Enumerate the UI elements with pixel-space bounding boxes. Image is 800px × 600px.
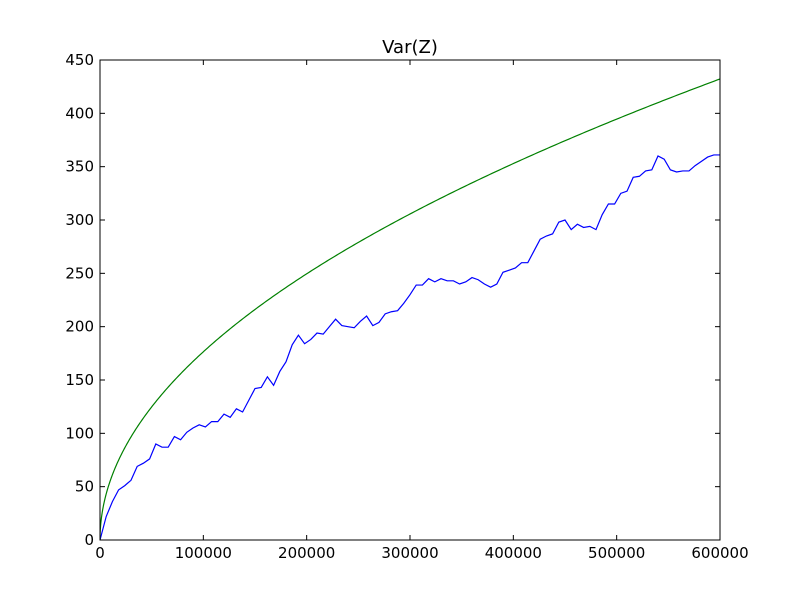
x-tick-label: 500000 xyxy=(588,544,645,562)
x-tick-label: 300000 xyxy=(381,544,438,562)
x-tick-label: 100000 xyxy=(175,544,232,562)
y-tick-label: 350 xyxy=(65,158,94,176)
y-tick-label: 250 xyxy=(65,264,94,282)
y-tick-label: 300 xyxy=(65,211,94,229)
y-tick-label: 200 xyxy=(65,318,94,336)
y-tick-label: 150 xyxy=(65,371,94,389)
x-tick-label: 0 xyxy=(95,544,105,562)
series-line-green xyxy=(100,78,720,540)
x-tick-label: 400000 xyxy=(485,544,542,562)
series-line-blue xyxy=(100,154,720,540)
chart-title: Var(Z) xyxy=(382,37,438,58)
y-tick-label: 400 xyxy=(65,104,94,122)
y-tick-label: 0 xyxy=(84,531,94,549)
y-tick-label: 50 xyxy=(75,478,94,496)
axes: 0 100000 200000 300000 400000 500000 600000 0 50… xyxy=(65,51,748,562)
plot-area xyxy=(100,78,720,540)
x-tick-label: 600000 xyxy=(691,544,748,562)
y-tick-label: 100 xyxy=(65,424,94,442)
y-tick-label: 450 xyxy=(65,51,94,69)
x-tick-label: 200000 xyxy=(278,544,335,562)
